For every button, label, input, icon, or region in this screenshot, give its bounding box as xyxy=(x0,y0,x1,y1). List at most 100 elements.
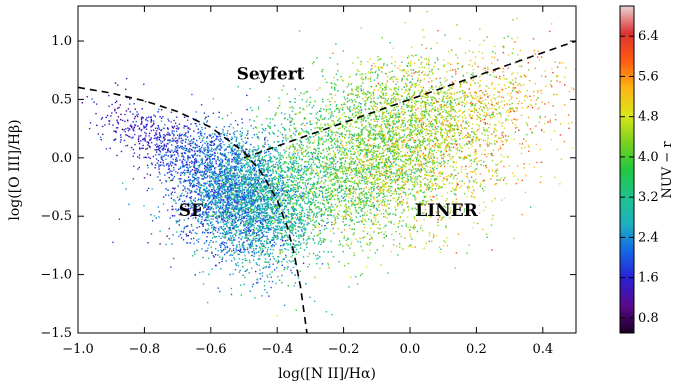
scatter-point xyxy=(239,198,241,201)
scatter-point xyxy=(127,127,129,129)
scatter-point xyxy=(206,170,208,172)
scatter-point xyxy=(292,266,295,269)
scatter-point xyxy=(241,245,244,247)
scatter-point xyxy=(242,144,245,147)
scatter-point xyxy=(180,203,183,205)
scatter-point xyxy=(236,184,239,186)
scatter-point xyxy=(276,219,278,221)
scatter-point xyxy=(234,153,236,155)
scatter-point xyxy=(170,179,172,182)
scatter-point xyxy=(263,171,265,173)
scatter-point xyxy=(243,209,245,211)
scatter-point xyxy=(217,185,219,188)
scatter-point xyxy=(190,142,192,145)
scatter-point xyxy=(253,187,256,189)
scatter-point xyxy=(305,197,308,199)
scatter-point xyxy=(262,220,264,223)
scatter-point xyxy=(117,123,120,125)
scatter-point xyxy=(307,221,309,224)
scatter-point xyxy=(219,226,221,228)
scatter-point xyxy=(281,235,283,238)
scatter-point xyxy=(230,185,232,187)
scatter-point xyxy=(228,232,231,234)
scatter-point xyxy=(144,137,146,139)
scatter-point xyxy=(267,202,269,204)
scatter-point xyxy=(218,215,220,217)
scatter-point xyxy=(137,125,139,127)
scatter-point xyxy=(333,209,336,211)
scatter-point xyxy=(266,204,268,207)
scatter-point xyxy=(279,215,282,218)
scatter-point xyxy=(223,154,226,157)
scatter-point xyxy=(221,170,224,172)
scatter-point xyxy=(208,196,211,198)
scatter-point xyxy=(303,249,306,251)
scatter-point xyxy=(168,177,170,179)
scatter-point xyxy=(116,119,118,121)
scatter-point xyxy=(193,146,195,149)
scatter-point xyxy=(251,169,254,171)
scatter-point xyxy=(229,189,231,191)
scatter-point xyxy=(261,187,263,189)
scatter-point xyxy=(255,170,258,172)
scatter-point xyxy=(143,156,145,159)
scatter-point xyxy=(180,174,182,176)
scatter-point xyxy=(219,221,222,223)
scatter-point xyxy=(271,198,273,201)
scatter-point xyxy=(244,192,246,194)
scatter-point xyxy=(180,182,182,184)
scatter-point xyxy=(234,199,236,202)
scatter-point xyxy=(206,121,208,123)
scatter-point xyxy=(256,164,258,166)
scatter-point xyxy=(270,229,272,231)
scatter-point xyxy=(274,156,276,158)
scatter-point xyxy=(244,137,246,139)
scatter-point xyxy=(285,234,287,236)
scatter-point xyxy=(238,182,240,184)
scatter-point xyxy=(211,194,213,196)
scatter-point xyxy=(266,235,268,238)
scatter-point xyxy=(413,181,416,183)
scatter-point xyxy=(208,168,210,170)
scatter-point xyxy=(125,110,128,112)
scatter-point xyxy=(224,183,227,185)
scatter-point xyxy=(239,208,242,210)
scatter-point xyxy=(312,185,315,187)
scatter-point xyxy=(487,145,489,147)
scatter-point xyxy=(350,161,352,163)
scatter-point xyxy=(251,164,254,166)
scatter-point xyxy=(236,162,238,164)
scatter-point xyxy=(194,171,197,174)
scatter-point xyxy=(231,151,233,153)
scatter-point xyxy=(114,138,117,140)
scatter-point xyxy=(294,184,297,186)
scatter-point xyxy=(279,198,281,200)
scatter-point xyxy=(252,248,255,250)
scatter-point xyxy=(206,164,209,167)
scatter-point xyxy=(278,261,280,263)
scatter-point xyxy=(155,138,157,140)
scatter-point xyxy=(233,172,235,175)
scatter-point xyxy=(244,257,246,260)
scatter-point xyxy=(223,153,225,155)
scatter-point xyxy=(310,232,313,234)
scatter-point xyxy=(214,213,216,215)
scatter-point xyxy=(253,213,256,216)
scatter-point xyxy=(156,139,158,141)
scatter-point xyxy=(203,242,206,244)
scatter-point xyxy=(209,181,211,183)
scatter-point xyxy=(238,243,241,246)
scatter-point xyxy=(172,127,175,129)
scatter-point xyxy=(316,262,318,265)
scatter-point xyxy=(210,224,213,227)
scatter-point xyxy=(249,202,251,204)
scatter-point xyxy=(381,82,383,85)
scatter-point xyxy=(275,225,277,227)
scatter-point xyxy=(247,170,250,173)
scatter-point xyxy=(158,128,161,130)
scatter-point xyxy=(198,167,200,169)
scatter-point xyxy=(188,180,191,182)
scatter-point xyxy=(193,154,195,156)
scatter-point xyxy=(156,143,158,145)
scatter-point xyxy=(266,168,268,170)
